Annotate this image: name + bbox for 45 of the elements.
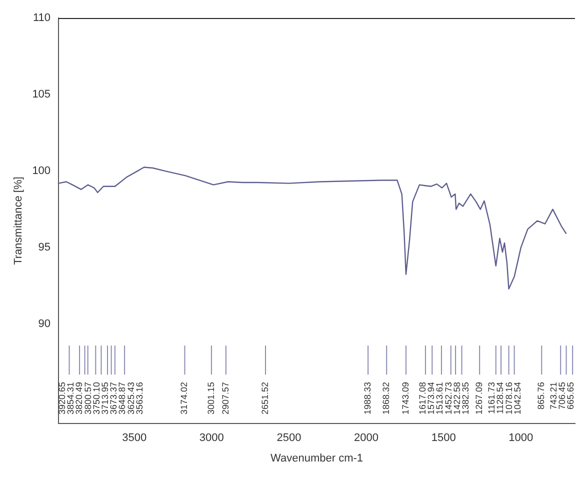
- ref-line-label: 3713.95: [100, 382, 110, 415]
- y-tick-label: 110: [33, 12, 51, 24]
- ref-line-label: 1868.32: [381, 382, 392, 415]
- ref-line-label: 1422.58: [452, 382, 462, 415]
- ref-line-label: 3001.15: [206, 382, 216, 415]
- ref-line-label: 1452.73: [443, 382, 454, 415]
- ref-line-label: 1128.54: [495, 382, 506, 414]
- y-tick-label: 95: [38, 242, 51, 254]
- x-tick-label: 2500: [276, 432, 302, 444]
- ref-line-label: 3673.37: [108, 382, 119, 415]
- x-tick-label: 3500: [122, 432, 147, 444]
- ref-line-label: 1042.54: [512, 382, 522, 415]
- ref-line-label: 1513.61: [434, 382, 445, 415]
- ref-line-label: 3820.49: [74, 382, 84, 415]
- ref-line-label: 3174.02: [179, 382, 190, 415]
- ref-line-label: 1078.16: [504, 382, 514, 415]
- ref-line-label: 2651.52: [260, 382, 270, 415]
- ref-line-label: 2907.57: [220, 382, 230, 415]
- ref-line-label: 3750.10: [91, 382, 102, 415]
- ref-line-label: 1573.94: [426, 382, 436, 415]
- x-tick-label: 1500: [431, 432, 456, 444]
- ref-line-label: 1988.33: [362, 382, 373, 415]
- ref-line-label: 1267.09: [474, 382, 484, 415]
- ref-line-label: 3920.65: [57, 382, 68, 415]
- ref-line-label: 706.45: [556, 382, 567, 410]
- ref-line-label: 3625.43: [126, 382, 136, 415]
- x-tick-label: 3000: [199, 432, 224, 444]
- y-tick-label: 90: [38, 318, 51, 330]
- ref-line-label: 1161.73: [486, 382, 497, 414]
- ref-line-label: 1382.35: [460, 382, 471, 415]
- x-tick-label: 2000: [354, 432, 378, 444]
- ref-line-label: 1743.09: [400, 382, 410, 415]
- ref-line-label: 3854.31: [66, 382, 76, 415]
- y-tick-label: 105: [32, 88, 51, 101]
- y-axis-title: Transmittance [%]: [12, 176, 25, 265]
- x-tick-label: 1000: [508, 432, 534, 444]
- ref-line-label: 743.21: [548, 382, 558, 410]
- y-tick-label: 100: [32, 165, 51, 178]
- ref-line-label: 3648.87: [117, 382, 128, 415]
- ref-line-label: 3563.16: [134, 382, 144, 415]
- ref-line-label: 865.76: [536, 382, 546, 410]
- x-axis-title: Wavenumber cm-1: [270, 452, 364, 464]
- ref-line-label: 1617.08: [418, 382, 428, 415]
- ref-line-label: 3800.57: [82, 382, 93, 415]
- ref-line-label: 665.65: [565, 382, 576, 410]
